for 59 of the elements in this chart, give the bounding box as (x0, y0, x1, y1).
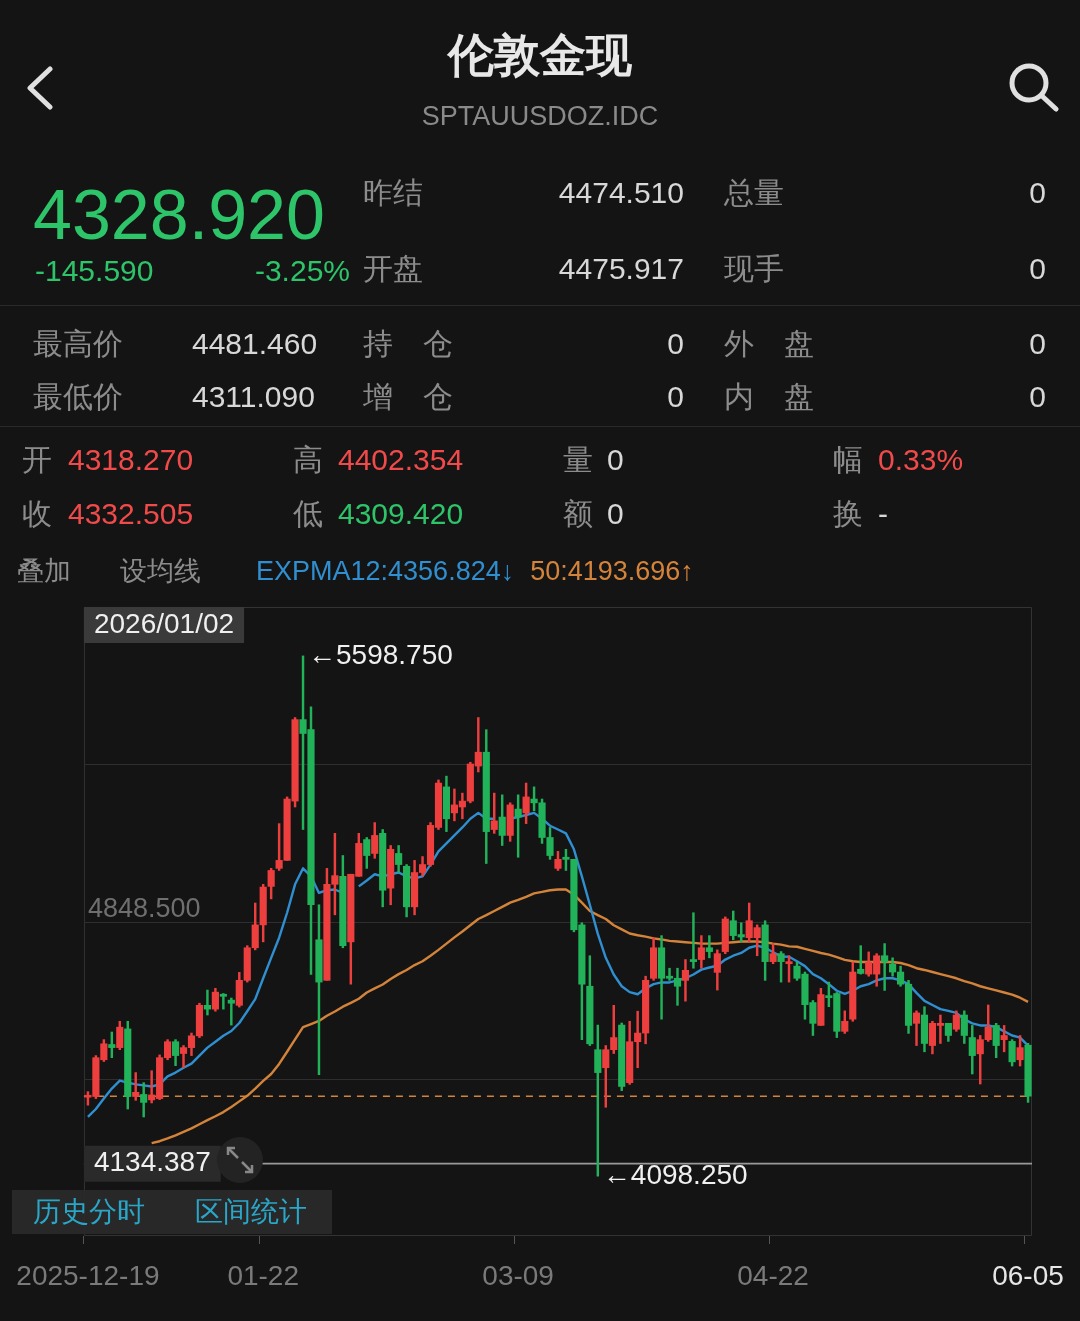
text: 设均线 (120, 556, 201, 586)
text: 持 仓 (363, 327, 453, 360)
text: 外 盘 (724, 327, 814, 360)
ref-line-label: 4134.387 (93, 1146, 211, 1178)
annotation: ←5598.750 (308, 638, 453, 670)
text: 4402.354 (338, 443, 464, 476)
text: 低 (293, 497, 323, 530)
text: 增 仓 (363, 380, 453, 413)
text: - (878, 497, 888, 530)
text: 0 (667, 327, 684, 360)
text: 4474.510 (558, 176, 684, 209)
text: 0 (607, 443, 624, 476)
x-tick-label: 04-22 (737, 1259, 809, 1291)
text: 0.33% (878, 443, 964, 476)
x-tick-label: 06-05 (992, 1259, 1064, 1291)
text: 开盘 (363, 252, 423, 285)
text: 叠加 (17, 556, 71, 586)
text: :4356.824↓ (380, 556, 515, 586)
text: 幅 (833, 443, 863, 476)
text: 4481.460 (192, 327, 318, 360)
annotation: 4848.500 (87, 892, 201, 923)
text: 4309.420 (338, 497, 464, 530)
text: 4311.090 (192, 380, 315, 413)
text: 0 (1029, 380, 1046, 413)
text: 现手 (724, 252, 784, 285)
chart-title: 伦敦金现 (446, 29, 633, 81)
x-tick-label: 01-22 (227, 1259, 300, 1291)
text: 4318.270 (68, 443, 194, 476)
text: 区间统计 (195, 1196, 307, 1227)
text: 0 (607, 497, 624, 530)
text: 开 (22, 443, 52, 476)
text: -3.25% (254, 254, 350, 287)
text: -145.590 (35, 254, 154, 287)
text: 4328.920 (33, 176, 325, 254)
text: 内 盘 (724, 380, 814, 413)
text: 4475.917 (558, 252, 684, 285)
text: 总量 (724, 176, 784, 209)
text: 0 (667, 380, 684, 413)
text: 0 (1029, 252, 1046, 285)
text: 额 (563, 497, 593, 530)
text: 4332.505 (68, 497, 194, 530)
text: 0 (1029, 327, 1046, 360)
text: 高 (293, 443, 323, 476)
text: :4193.696↑ (560, 556, 694, 586)
text: 收 (22, 497, 52, 530)
x-tick-label: 03-09 (482, 1259, 554, 1291)
text: 0 (1029, 176, 1046, 209)
text: 换 (833, 497, 863, 530)
text: 昨结 (363, 176, 423, 209)
text: 最高价 (33, 327, 123, 360)
text: 50 (530, 556, 561, 586)
text: 最低价 (33, 380, 123, 413)
annotation: ←4098.250 (602, 1158, 748, 1190)
chart-subtitle: SPTAUUSDOZ.IDC (420, 101, 660, 131)
text: 2026/01/02 (93, 607, 235, 639)
text: 量 (563, 443, 593, 476)
text: 历史分时 (33, 1196, 145, 1227)
text: EXPMA12 (256, 556, 381, 586)
x-tick-label: 2025-12-19 (16, 1259, 160, 1291)
